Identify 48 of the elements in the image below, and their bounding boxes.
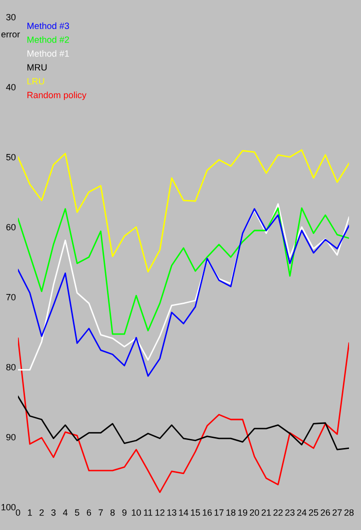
x-tick-label: 15 (190, 509, 200, 516)
x-tick-label: 12 (156, 509, 164, 516)
y-tick-label: 30 (6, 14, 16, 20)
x-tick-label: 19 (238, 509, 248, 516)
text: MRU (27, 64, 47, 71)
y-tick-label: 80 (6, 364, 16, 370)
y-axis-title: error (1, 32, 20, 38)
x-tick-label: 1 (28, 509, 32, 516)
x-tick-label: 8 (110, 509, 115, 516)
x-tick-label: 11 (144, 509, 152, 516)
y-tick-label: 70 (6, 294, 16, 300)
y-tick-label: 100 (2, 504, 16, 510)
line-series (18, 207, 349, 335)
x-tick-label: 21 (262, 509, 271, 516)
text: LRU (27, 78, 44, 84)
text: Random policy (27, 92, 86, 100)
x-tick-label: 18 (226, 509, 236, 516)
line-series (18, 149, 349, 272)
text: Method #2 (27, 36, 69, 43)
text: Method #1 (27, 50, 69, 57)
x-tick-label: 24 (297, 509, 306, 516)
x-tick-label: 23 (285, 509, 295, 516)
x-tick-label: 16 (202, 509, 212, 516)
x-tick-label: 20 (250, 509, 260, 516)
x-tick-label: 7 (98, 509, 103, 516)
x-tick-label: 4 (62, 509, 68, 516)
x-tick-label: 17 (214, 509, 224, 516)
x-tick-label: 10 (132, 509, 141, 516)
x-tick-label: 26 (320, 509, 330, 516)
x-tick-label: 6 (86, 509, 92, 516)
x-tick-label: 14 (179, 509, 188, 516)
x-tick-label: 9 (122, 509, 126, 516)
x-tick-label: 13 (167, 509, 176, 516)
x-tick-label: 0 (16, 509, 20, 516)
line-series (18, 338, 349, 493)
text: Method #3 (27, 22, 69, 30)
x-tick-label: 28 (344, 509, 354, 516)
x-tick-label: 2 (40, 509, 44, 516)
y-tick-label: 40 (6, 84, 16, 90)
x-tick-label: 5 (74, 509, 80, 516)
y-tick-label: 90 (6, 434, 16, 440)
x-tick-label: 22 (274, 509, 283, 516)
y-tick-label: 50 (6, 154, 16, 160)
y-tick-label: 60 (6, 224, 16, 230)
x-tick-label: 25 (308, 509, 318, 516)
x-tick-label: 27 (332, 509, 342, 516)
x-tick-label: 3 (51, 509, 56, 516)
line-series (18, 396, 349, 450)
